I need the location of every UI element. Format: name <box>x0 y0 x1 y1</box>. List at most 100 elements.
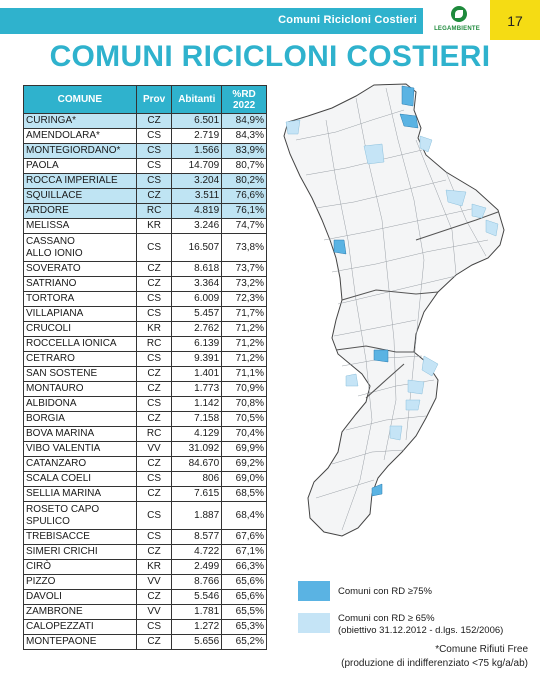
cell-prov: RC <box>135 336 173 352</box>
legend-label-rd-65-note: (obiettivo 31.12.2012 - d.lgs. 152/2006) <box>338 625 504 636</box>
cell-comune: ROCCELLA IONICA <box>23 336 137 352</box>
footnote-line-2: (produzione di indifferenziato <75 kg/a/… <box>341 658 528 669</box>
table-row: PIZZO VV 8.766 65,6% <box>23 574 267 590</box>
cell-prov: CS <box>135 306 173 322</box>
cell-prov: CS <box>135 529 173 545</box>
cell-comune: ROSETO CAPO SPULICO <box>23 501 137 530</box>
cell-comune: TREBISACCE <box>23 529 137 545</box>
cell-rd: 84,9% <box>221 113 267 129</box>
legend-swatch-rd-75 <box>298 581 330 601</box>
table-row: SIMERI CRICHI CZ 4.722 67,1% <box>23 544 267 560</box>
table-row: ROSETO CAPO SPULICO CS 1.887 68,4% <box>23 501 267 530</box>
cell-abitanti: 7.158 <box>171 411 223 427</box>
table-row: CRUCOLI KR 2.762 71,2% <box>23 321 267 337</box>
comuni-rd-75 <box>333 85 419 497</box>
cell-prov: CZ <box>135 261 173 277</box>
cell-abitanti: 1.781 <box>171 604 223 620</box>
table-row: CATANZARO CZ 84.670 69,2% <box>23 456 267 472</box>
cell-rd: 71,2% <box>221 321 267 337</box>
table-row: SATRIANO CZ 3.364 73,2% <box>23 276 267 292</box>
cell-prov: CS <box>135 173 173 189</box>
cell-abitanti: 1.142 <box>171 396 223 412</box>
table-row: AMENDOLARA* CS 2.719 84,3% <box>23 128 267 144</box>
legend-swatch-rd-65 <box>298 613 330 633</box>
cell-comune: MONTEGIORDANO* <box>23 143 137 159</box>
cell-rd: 71,7% <box>221 306 267 322</box>
table-row: DAVOLI CZ 5.546 65,6% <box>23 589 267 605</box>
table-row: ROCCELLA IONICA RC 6.139 71,2% <box>23 336 267 352</box>
cell-prov: CZ <box>135 456 173 472</box>
cell-abitanti: 31.092 <box>171 441 223 457</box>
cell-prov: CZ <box>135 486 173 502</box>
table-row: CIRÒ KR 2.499 66,3% <box>23 559 267 575</box>
cell-prov: CZ <box>135 381 173 397</box>
cell-comune: CALOPEZZATI <box>23 619 137 635</box>
cell-prov: CZ <box>135 276 173 292</box>
cell-prov: VV <box>135 574 173 590</box>
table-row: PAOLA CS 14.709 80,7% <box>23 158 267 174</box>
cell-rd: 66,3% <box>221 559 267 575</box>
cell-comune: SATRIANO <box>23 276 137 292</box>
cell-abitanti: 3.246 <box>171 218 223 234</box>
cell-abitanti: 84.670 <box>171 456 223 472</box>
cell-prov: CS <box>135 396 173 412</box>
cell-abitanti: 8.766 <box>171 574 223 590</box>
cell-rd: 71,1% <box>221 366 267 382</box>
cell-comune: BORGIA <box>23 411 137 427</box>
cell-prov: CS <box>135 158 173 174</box>
cell-abitanti: 1.566 <box>171 143 223 159</box>
cell-rd: 65,6% <box>221 589 267 605</box>
cell-prov: RC <box>135 426 173 442</box>
cell-prov: CZ <box>135 634 173 650</box>
cell-rd: 73,2% <box>221 276 267 292</box>
cell-comune: SELLIA MARINA <box>23 486 137 502</box>
table-row: TREBISACCE CS 8.577 67,6% <box>23 529 267 545</box>
cell-comune: BOVA MARINA <box>23 426 137 442</box>
cell-prov: CZ <box>135 411 173 427</box>
table-row: VILLAPIANA CS 5.457 71,7% <box>23 306 267 322</box>
calabria-map <box>283 83 505 537</box>
cell-rd: 70,8% <box>221 396 267 412</box>
legambiente-logo: LEGAMBIENTE <box>424 0 490 40</box>
column-header-abitanti: Abitanti <box>171 85 223 114</box>
cell-abitanti: 9.391 <box>171 351 223 367</box>
table-row: SCALA COELI CS 806 69,0% <box>23 471 267 487</box>
table-row: CURINGA* CZ 6.501 84,9% <box>23 113 267 129</box>
cell-rd: 65,3% <box>221 619 267 635</box>
cell-comune: SOVERATO <box>23 261 137 277</box>
cell-rd: 80,7% <box>221 158 267 174</box>
cell-prov: CS <box>135 471 173 487</box>
cell-abitanti: 6.139 <box>171 336 223 352</box>
cell-rd: 72,3% <box>221 291 267 307</box>
table-row: CASSANO ALLO IONIO CS 16.507 73,8% <box>23 233 267 262</box>
cell-comune: ZAMBRONE <box>23 604 137 620</box>
cell-comune: AMENDOLARA* <box>23 128 137 144</box>
cell-abitanti: 6.009 <box>171 291 223 307</box>
cell-prov: RC <box>135 203 173 219</box>
cell-rd: 71,2% <box>221 336 267 352</box>
cell-rd: 70,4% <box>221 426 267 442</box>
cell-prov: KR <box>135 321 173 337</box>
cell-prov: CS <box>135 291 173 307</box>
table-row: MONTAURO CZ 1.773 70,9% <box>23 381 267 397</box>
cell-rd: 65,6% <box>221 574 267 590</box>
cell-rd: 76,1% <box>221 203 267 219</box>
cell-comune: CETRARO <box>23 351 137 367</box>
cell-prov: CS <box>135 233 173 262</box>
leaf-icon <box>451 6 467 22</box>
cell-comune: CRUCOLI <box>23 321 137 337</box>
table-row: MONTEPAONE CZ 5.656 65,2% <box>23 634 267 650</box>
table-row: SQUILLACE CZ 3.511 76,6% <box>23 188 267 204</box>
cell-prov: CS <box>135 619 173 635</box>
footnote: *Comune Rifiuti Free (produzione di indi… <box>341 643 528 671</box>
cell-comune: CASSANO ALLO IONIO <box>23 233 137 262</box>
cell-rd: 84,3% <box>221 128 267 144</box>
cell-abitanti: 5.546 <box>171 589 223 605</box>
cell-abitanti: 2.719 <box>171 128 223 144</box>
table-body: CURINGA* CZ 6.501 84,9% AMENDOLARA* CS 2.719 84… <box>23 113 267 650</box>
table-row: CETRARO CS 9.391 71,2% <box>23 351 267 367</box>
cell-comune: CIRÒ <box>23 559 137 575</box>
cell-abitanti: 1.887 <box>171 501 223 530</box>
logo-text: LEGAMBIENTE <box>434 26 480 32</box>
cell-abitanti: 806 <box>171 471 223 487</box>
